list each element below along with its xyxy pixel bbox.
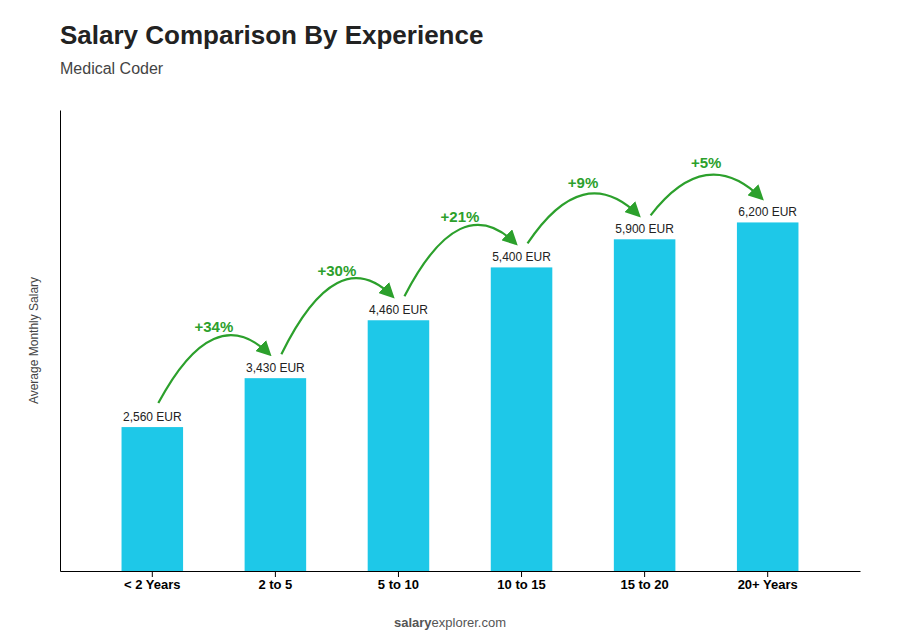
watermark: salaryexplorer.com xyxy=(394,615,506,630)
change-arrow xyxy=(528,193,639,243)
x-axis: < 2 Years 2 to 5 5 to 10 10 to 15 15 to 20 20… xyxy=(61,571,861,592)
change-label: +34% xyxy=(194,318,233,335)
bar xyxy=(122,427,184,571)
plot: < 2 Years 2 to 5 5 to 10 10 to 15 15 to 20 20… xyxy=(27,111,861,593)
bar xyxy=(737,222,799,571)
subtitle: Medical Coder xyxy=(60,60,164,77)
change-arrow xyxy=(651,175,762,216)
x-tick: 15 to 20 xyxy=(620,571,668,592)
x-tick: 5 to 10 xyxy=(378,571,419,592)
change-label: +30% xyxy=(318,262,357,279)
y-axis-line xyxy=(60,111,61,572)
data-label: 4,460 EUR xyxy=(369,303,428,317)
x-tick-label: 2 to 5 xyxy=(258,577,292,592)
x-tick: 2 to 5 xyxy=(258,571,292,592)
x-axis-line xyxy=(61,571,861,572)
data-label: 5,900 EUR xyxy=(615,222,674,236)
x-tick-label: 10 to 15 xyxy=(497,577,545,592)
x-tick-mark xyxy=(275,571,276,577)
change-arrow xyxy=(404,225,515,296)
data-label: 2,560 EUR xyxy=(123,410,182,424)
change-label: +9% xyxy=(568,174,598,191)
x-tick-mark xyxy=(152,571,153,577)
x-tick: 10 to 15 xyxy=(497,571,545,592)
y-axis xyxy=(60,111,61,572)
chart: Salary Comparison By Experience Medical C… xyxy=(0,0,900,641)
watermark-part: salary xyxy=(394,615,432,630)
data-label: 5,400 EUR xyxy=(492,250,551,264)
change-label: +21% xyxy=(441,208,480,225)
x-tick-label: 20+ Years xyxy=(738,577,798,592)
data-labels: 2,560 EUR 3,430 EUR 4,460 EUR 5,400 EUR 5,90… xyxy=(123,205,797,424)
x-tick: < 2 Years xyxy=(124,571,181,592)
bars xyxy=(122,222,799,571)
x-tick-label: 5 to 10 xyxy=(378,577,419,592)
data-label: 6,200 EUR xyxy=(738,205,797,219)
bar xyxy=(368,320,430,571)
x-tick-mark xyxy=(644,571,645,577)
bar xyxy=(614,239,676,571)
annotations: +34% +30% +21% +9% +5% xyxy=(158,154,761,403)
watermark-part: explorer.com xyxy=(432,615,506,630)
bar xyxy=(491,267,553,571)
change-arrow xyxy=(158,335,269,403)
data-label: 3,430 EUR xyxy=(246,361,305,375)
x-tick-mark xyxy=(767,571,768,577)
y-axis-title: Average Monthly Salary xyxy=(27,277,41,404)
x-tick-label: 15 to 20 xyxy=(620,577,668,592)
bar xyxy=(245,378,307,571)
change-label: +5% xyxy=(691,154,721,171)
title: Salary Comparison By Experience xyxy=(60,20,483,50)
change-arrow xyxy=(281,278,392,354)
x-tick-mark xyxy=(398,571,399,577)
x-tick-label: < 2 Years xyxy=(124,577,181,592)
x-tick-mark xyxy=(521,571,522,577)
x-tick: 20+ Years xyxy=(738,571,798,592)
